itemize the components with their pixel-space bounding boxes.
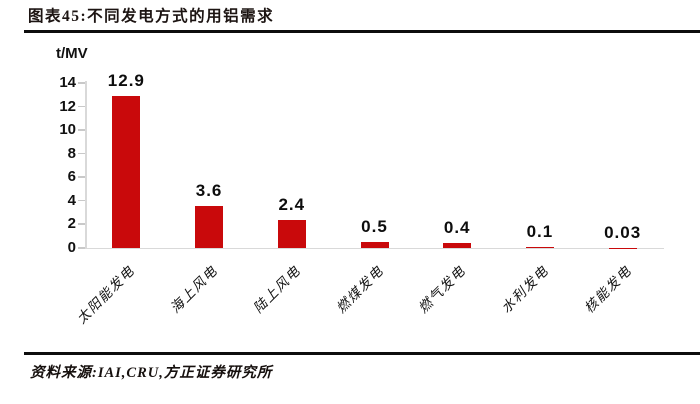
y-tick-label: 12 [59,97,76,115]
source-note: 资料来源:IAI,CRU,方正证券研究所 [30,365,273,381]
bar-value-label: 12.9 [107,70,145,90]
y-tick-label: 4 [67,191,76,209]
bar [277,219,306,248]
y-tick-label: 8 [67,144,76,162]
category-label: 燃气发电 [415,262,469,316]
bar [112,95,141,248]
y-tick-mark [78,105,85,108]
category-label: 核能发电 [581,262,635,316]
y-axis-unit-label: t/MV [56,45,88,62]
bar-value-label: 0.1 [526,221,554,241]
y-axis-line [85,81,87,248]
category-label: 陆上风电 [250,262,304,316]
chart-title: 图表45:不同发电方式的用铝需求 [28,8,275,25]
y-tick-mark [78,247,85,249]
y-tick-mark [78,82,85,84]
bar-value-label: 0.03 [604,222,642,242]
y-tick-label: 0 [67,239,76,256]
bar-value-label: 2.4 [278,194,306,214]
bar [608,247,637,248]
bar [443,243,472,248]
category-label: 太阳能发电 [74,262,138,327]
category-label: 水利发电 [498,262,552,316]
y-tick-label: 2 [67,215,76,233]
y-tick-label: 14 [59,74,76,91]
bar-value-label: 3.6 [195,180,223,200]
y-tick-label: 6 [67,168,76,186]
category-label: 海上风电 [167,262,221,316]
y-tick-mark [78,176,85,178]
y-tick-mark [78,223,85,225]
bar-value-label: 0.4 [443,218,471,238]
bar-value-label: 0.5 [361,217,388,237]
footer-divider-rule [24,352,700,355]
bar [525,246,554,248]
x-axis-line [85,247,664,249]
y-tick-label: 10 [59,121,76,139]
title-divider-rule [24,30,700,33]
bar [360,242,389,248]
y-tick-mark [78,199,85,202]
bar [195,205,224,248]
y-tick-mark [78,129,85,131]
category-label: 燃煤发电 [332,262,386,316]
y-tick-mark [78,152,85,155]
